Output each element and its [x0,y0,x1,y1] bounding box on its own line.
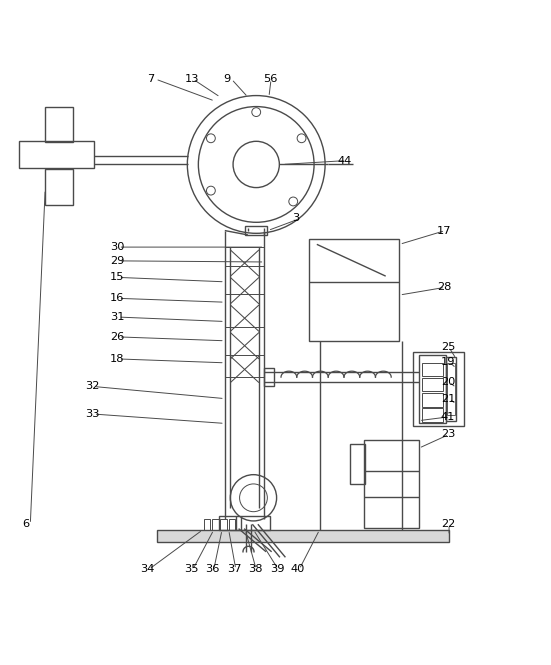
Text: 7: 7 [147,74,154,84]
Bar [364,440,419,528]
Text: 6: 6 [22,519,29,529]
Text: 20: 20 [441,377,455,387]
Bar [157,530,449,542]
Text: 15: 15 [110,273,125,283]
Text: 28: 28 [437,283,451,293]
Text: 13: 13 [185,74,199,84]
Text: 34: 34 [141,565,155,575]
Text: 25: 25 [441,342,455,352]
Bar [229,519,235,530]
Text: 56: 56 [263,74,277,84]
Text: 22: 22 [441,519,455,529]
Text: 26: 26 [110,332,125,342]
Text: 19: 19 [441,356,455,366]
Bar [413,352,464,426]
Bar [447,363,455,415]
Text: 31: 31 [110,312,125,322]
Text: 41: 41 [441,412,455,422]
Text: 23: 23 [441,430,455,440]
Text: 21: 21 [441,394,455,404]
Bar [446,357,456,421]
Bar [19,141,94,168]
Bar [219,516,270,530]
Bar [245,226,267,235]
Text: 39: 39 [270,565,284,575]
Text: 29: 29 [110,256,125,266]
Bar [45,169,73,205]
Text: 35: 35 [185,565,199,575]
Bar [204,519,210,530]
Text: 40: 40 [291,565,305,575]
Bar [422,378,443,392]
Bar [419,354,446,424]
Text: 37: 37 [228,565,242,575]
Bar [212,519,219,530]
Text: 36: 36 [206,565,220,575]
Text: 30: 30 [110,242,125,252]
Text: 33: 33 [85,409,100,419]
Text: 16: 16 [110,293,125,303]
Bar [309,239,399,340]
Text: 9: 9 [223,74,230,84]
Bar [422,393,443,406]
Text: 32: 32 [85,382,100,392]
Text: 17: 17 [437,225,451,235]
Bar [264,368,274,386]
Text: 44: 44 [338,156,352,166]
Bar [220,519,227,530]
Bar [350,444,365,484]
Bar [422,363,443,376]
Bar [45,106,73,142]
Bar [422,408,443,422]
Text: 18: 18 [110,354,125,364]
Text: 3: 3 [292,213,299,223]
Text: 38: 38 [248,565,262,575]
